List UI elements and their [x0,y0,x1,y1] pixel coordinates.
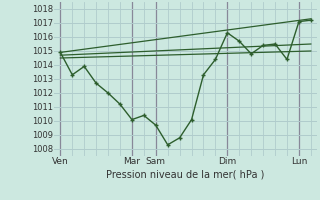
X-axis label: Pression niveau de la mer( hPa ): Pression niveau de la mer( hPa ) [107,169,265,179]
